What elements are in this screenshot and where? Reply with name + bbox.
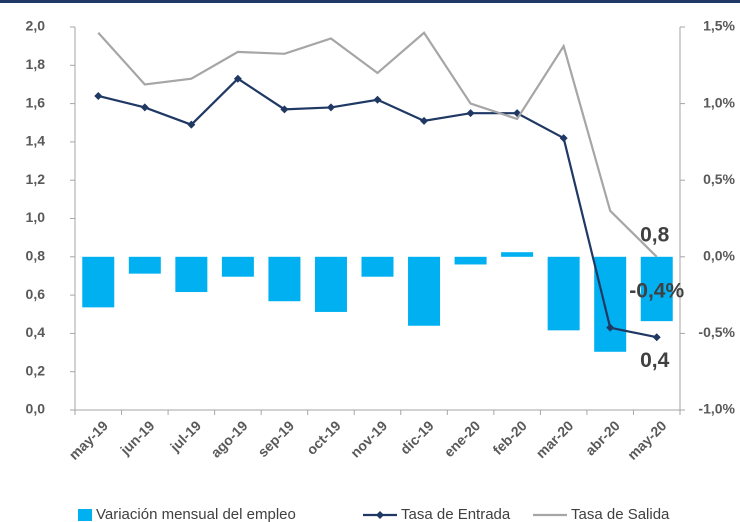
y-tick-label: 1,6 (26, 94, 46, 110)
bar (221, 256, 254, 277)
x-tick-label: feb-20 (489, 417, 530, 458)
marker (326, 103, 335, 112)
line (97, 31, 658, 258)
marker (606, 323, 615, 332)
x-tick-label: jul-19 (166, 417, 204, 455)
bar (128, 256, 161, 274)
value-label: -0,4% (629, 279, 684, 302)
y2-tick-label: 0,0% (703, 248, 735, 264)
marker (466, 109, 475, 118)
y-tick-label: 1,2 (26, 171, 46, 187)
bar (408, 256, 441, 326)
marker (94, 91, 103, 100)
x-tick-label: may-19 (66, 417, 112, 463)
marker (559, 134, 568, 143)
x-tick-label: ene-20 (441, 417, 484, 460)
x-tick-label: may-20 (624, 417, 670, 463)
bar (314, 256, 347, 312)
bar (501, 252, 534, 257)
bar (268, 256, 301, 302)
marker (187, 120, 196, 129)
y-tick-label: 2,0 (26, 18, 46, 34)
x-tick-label: nov-19 (347, 417, 390, 460)
y-tick-label: 0,6 (26, 286, 46, 302)
bar (454, 256, 487, 265)
y-tick-label: 0,2 (26, 362, 46, 378)
x-tick-label: ago-19 (207, 417, 250, 460)
x-tick-label: jun-19 (116, 417, 157, 458)
marker (280, 105, 289, 114)
bar (175, 256, 208, 293)
top-border (0, 0, 740, 3)
marker (373, 95, 382, 104)
y-tick-label: 0,0 (26, 401, 46, 417)
y2-tick-label: 1,0% (703, 94, 735, 110)
legend-label: Tasa de Salida (571, 506, 670, 522)
bar (361, 256, 394, 277)
marker (140, 103, 149, 112)
bar (594, 256, 627, 352)
y-tick-label: 1,4 (26, 133, 46, 149)
bar (82, 256, 115, 308)
marker (233, 74, 242, 83)
y-tick-label: 1,8 (26, 56, 46, 72)
marker (420, 116, 429, 125)
y2-tick-label: -0,5% (698, 324, 735, 340)
marker (652, 333, 661, 342)
y-tick-label: 0,4 (26, 324, 46, 340)
value-label: 0,8 (640, 223, 670, 246)
x-tick-label: dic-19 (397, 417, 437, 457)
bar (547, 256, 580, 331)
bar (640, 256, 673, 322)
x-tick-label: abr-20 (582, 417, 623, 458)
y2-tick-label: 0,5% (703, 171, 735, 187)
legend-label: Variación mensual del empleo (96, 506, 296, 522)
legend-swatch (78, 509, 92, 521)
y-tick-label: 1,0 (26, 209, 46, 225)
x-tick-label: oct-19 (303, 417, 344, 458)
y-tick-label: 0,8 (26, 248, 46, 264)
value-label: 0,4 (640, 349, 670, 372)
x-tick-label: sep-19 (254, 417, 297, 460)
y2-tick-label: 1,5% (703, 18, 735, 34)
legend-marker (376, 511, 384, 519)
y2-tick-label: -1,0% (698, 401, 735, 417)
legend-label: Tasa de Entrada (401, 506, 511, 522)
x-tick-label: mar-20 (533, 417, 577, 461)
